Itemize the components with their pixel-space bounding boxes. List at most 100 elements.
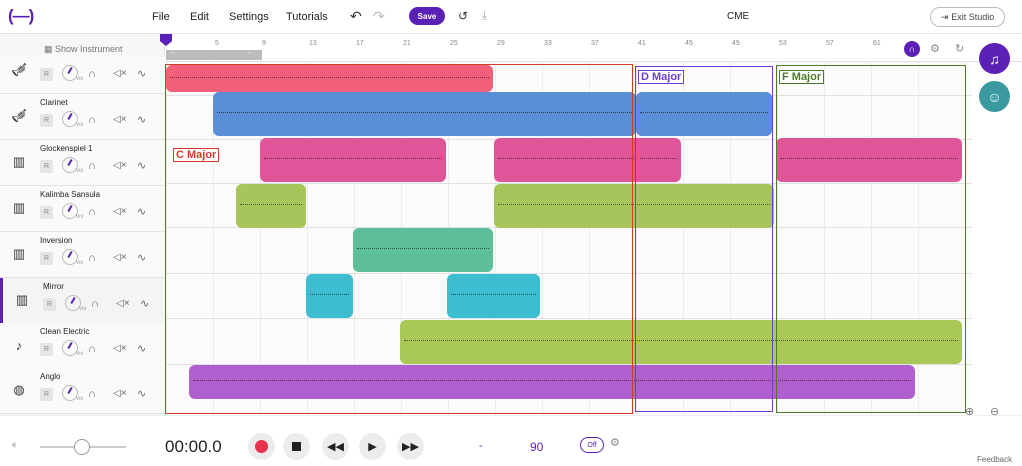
track-row[interactable]: ▥ Glockenspiel 1 R Vol ∩ ◁× ∿ <box>0 140 165 186</box>
settings-gear-icon[interactable]: ⚙ <box>930 43 940 55</box>
mute-icon[interactable]: ◁× <box>113 206 127 217</box>
track-row[interactable]: ◍ Anglo R Vol ∩ ◁× ∿ <box>0 368 165 414</box>
timeline-ruler[interactable]: 5 9 13 17 21 25 29 33 37 41 45 49 53 57 61 <box>165 34 1022 62</box>
menu-settings[interactable]: Settings <box>229 11 269 23</box>
mute-icon[interactable]: ◁× <box>116 298 130 309</box>
volume-knob[interactable] <box>62 249 78 265</box>
waveform-icon[interactable]: ∿ <box>137 114 147 126</box>
midi-clip[interactable] <box>447 274 540 318</box>
midi-clip[interactable] <box>494 184 774 228</box>
headphones-icon[interactable]: ∩ <box>88 68 96 80</box>
headphones-icon[interactable]: ∩ <box>88 160 96 172</box>
magnet-icon[interactable]: ∩ <box>904 41 920 57</box>
headphones-icon[interactable]: ∩ <box>88 206 96 218</box>
waveform-icon[interactable]: ∿ <box>137 343 147 355</box>
undo-icon[interactable]: ↶ <box>350 8 362 24</box>
stop-button[interactable] <box>283 433 310 460</box>
headphones-icon[interactable]: ∩ <box>88 114 96 126</box>
waveform-icon[interactable]: ∿ <box>137 206 147 218</box>
midi-clip[interactable] <box>776 138 962 182</box>
collaborators-button[interactable]: ☺ <box>979 81 1010 112</box>
track-name[interactable]: Inversion <box>40 236 73 245</box>
key-display[interactable]: - <box>479 440 483 452</box>
menu-tutorials[interactable]: Tutorials <box>286 11 328 23</box>
midi-clip[interactable] <box>236 184 306 228</box>
mute-icon[interactable]: ◁× <box>113 388 127 399</box>
midi-clip[interactable] <box>213 92 636 136</box>
history-icon[interactable]: ↺ <box>458 9 469 23</box>
record-arm-button[interactable]: R <box>40 160 53 173</box>
record-arm-button[interactable]: R <box>40 343 53 356</box>
volume-knob[interactable] <box>62 157 78 173</box>
mute-icon[interactable]: ◁× <box>113 252 127 263</box>
play-button[interactable]: ▶ <box>359 433 386 460</box>
menu-edit[interactable]: Edit <box>190 11 209 23</box>
record-arm-button[interactable]: R <box>40 252 53 265</box>
track-name[interactable]: Glockenspiel 1 <box>40 144 93 153</box>
waveform-icon[interactable]: ∿ <box>137 68 147 80</box>
waveform-icon[interactable]: ∿ <box>140 298 150 310</box>
mute-icon[interactable]: ◁× <box>113 68 127 79</box>
waveform-icon[interactable]: ∿ <box>137 388 147 400</box>
track-row[interactable]: ♪ Clean Electric R Vol ∩ ◁× ∿ <box>0 323 165 369</box>
track-name[interactable]: Mirror <box>43 282 64 291</box>
loop-region-bar[interactable]: → ← <box>166 49 262 60</box>
headphones-icon[interactable]: ∩ <box>88 252 96 264</box>
track-name[interactable]: Clarinet <box>40 98 68 107</box>
track-name[interactable]: Kalimba Sansula <box>40 190 101 199</box>
app-logo[interactable]: (—) <box>8 6 34 25</box>
midi-clip[interactable] <box>636 92 772 136</box>
download-icon[interactable]: ⤓ <box>482 8 488 22</box>
exit-studio-button[interactable]: ⇥ Exit Studio <box>930 7 1005 27</box>
track-name[interactable]: Clean Electric <box>40 327 90 336</box>
headphones-icon[interactable]: ∩ <box>88 343 96 355</box>
midi-clip[interactable] <box>353 228 493 272</box>
record-arm-button[interactable]: R <box>43 298 56 311</box>
mute-icon[interactable]: ◁× <box>113 343 127 354</box>
zoom-in-icon[interactable]: ⊕ <box>965 406 975 418</box>
zoom-out-icon[interactable]: ⊖ <box>990 406 1000 418</box>
metronome-settings-icon[interactable]: ⚙ <box>610 437 620 449</box>
track-row[interactable]: ▥ Mirror R Vol ∩ ◁× ∿ <box>0 278 165 324</box>
midi-clip[interactable] <box>306 274 353 318</box>
headphones-icon[interactable]: ∩ <box>91 298 99 310</box>
menu-file[interactable]: File <box>152 11 170 23</box>
volume-knob[interactable] <box>62 385 78 401</box>
track-row[interactable]: ▥ Inversion R Vol ∩ ◁× ∿ <box>0 232 165 278</box>
waveform-icon[interactable]: ∿ <box>137 252 147 264</box>
tempo-display[interactable]: 90 <box>530 440 544 454</box>
save-button[interactable]: Save <box>409 7 445 25</box>
loop-icon[interactable]: ↻ <box>955 43 965 55</box>
fast-forward-button[interactable]: ▶▶ <box>397 433 424 460</box>
volume-slider-thumb[interactable] <box>74 439 90 455</box>
volume-knob[interactable] <box>65 295 81 311</box>
record-button[interactable] <box>248 433 275 460</box>
arrangement-grid[interactable] <box>166 62 972 415</box>
volume-knob[interactable] <box>62 65 78 81</box>
feedback-link[interactable]: Feedback <box>977 455 1013 464</box>
mute-icon[interactable]: ◁× <box>113 160 127 171</box>
record-arm-button[interactable]: R <box>40 388 53 401</box>
record-arm-button[interactable]: R <box>40 114 53 127</box>
playhead[interactable] <box>160 34 172 46</box>
track-row[interactable]: ▥ Kalimba Sansula R Vol ∩ ◁× ∿ <box>0 186 165 232</box>
volume-knob[interactable] <box>62 111 78 127</box>
music-note-button[interactable]: ♫ <box>979 43 1010 74</box>
midi-clip[interactable] <box>166 65 493 92</box>
speaker-icon[interactable]: 🔈︎ <box>12 439 19 451</box>
waveform-icon[interactable]: ∿ <box>137 160 147 172</box>
track-row[interactable]: 🎺︎ R Vol ∩ ◁× ∿ <box>0 57 165 94</box>
show-instrument-button[interactable]: ▦ Show Instrument <box>44 44 123 55</box>
track-name[interactable]: Anglo <box>40 372 61 381</box>
mute-icon[interactable]: ◁× <box>113 114 127 125</box>
rewind-button[interactable]: ◀◀ <box>322 433 349 460</box>
midi-clip[interactable] <box>636 138 681 182</box>
record-arm-button[interactable]: R <box>40 206 53 219</box>
headphones-icon[interactable]: ∩ <box>88 388 96 400</box>
midi-clip[interactable] <box>189 365 915 399</box>
redo-icon[interactable]: ↷ <box>373 8 385 24</box>
midi-clip[interactable] <box>400 320 962 364</box>
midi-clip[interactable] <box>260 138 446 182</box>
record-arm-button[interactable]: R <box>40 68 53 81</box>
volume-knob[interactable] <box>62 203 78 219</box>
